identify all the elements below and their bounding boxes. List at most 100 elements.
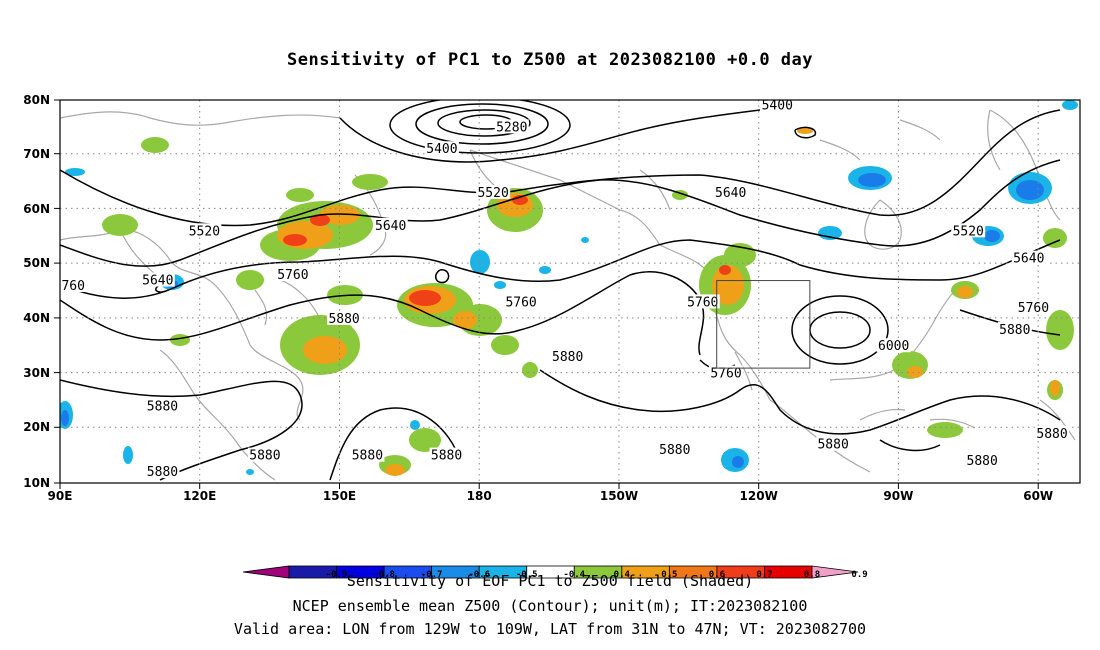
contour-label-bg [876,338,911,353]
contour-label: 5400 [426,142,457,157]
lat-label: 40N [23,311,50,325]
colorbar-label: 0.8 [804,570,820,580]
map-title: Sensitivity of PC1 to Z500 at 2023082100… [286,50,813,70]
lon-label: 150E [323,489,356,503]
lon-label: 60W [1023,489,1053,503]
lon-label: 120E [183,489,216,503]
contour-label: 5640 [142,274,173,289]
contour-label: 5880 [1036,427,1067,442]
caption-valid-area: Valid area: LON from 129W to 109W, LAT f… [233,620,867,638]
contour-label-bg [657,442,692,457]
colorbar-label: 0.4 [614,570,631,580]
contour-label-bg [373,217,408,232]
contour-label: 5880 [552,350,583,365]
contour-label-bg [997,321,1032,336]
contour-label: 5880 [967,454,998,469]
lat-lon-grid [60,100,1080,483]
contour-label-bg [1011,250,1046,265]
contour-label: 5880 [352,449,383,464]
contour-label-bg [350,447,385,462]
contour-label-bg [424,141,459,156]
contour-label-bg [685,294,720,309]
contour-label-bg [187,223,222,238]
contour-label-bg [816,436,851,451]
plot-area [60,100,1080,483]
contour-label: 5400 [762,98,793,113]
contour-label-bg [951,223,986,238]
colorbar-label: 0.5 [661,570,677,580]
contour-label: 5760 [54,279,85,294]
coastlines [60,109,1076,481]
contour-label-bg [504,294,539,309]
contour-label-bg [247,447,282,462]
contour-label-bg [327,310,362,325]
z500-contours [60,100,1061,481]
contour-label-bg [965,453,1000,468]
contour-label-bg [60,278,87,293]
contour-label-bg [760,100,795,112]
colorbar-label: -0.8 [373,570,395,580]
axis-ticks [54,99,1039,489]
contour-labels: 5400 5280 5400 5520 5640 5520 5640 5520 5640 5760… [54,98,1070,480]
lat-label: 60N [23,202,50,216]
contour-label-bg [275,267,310,282]
contour-label-bg [550,349,585,364]
caption-contour: NCEP ensemble mean Z500 (Contour); unit(… [292,597,808,615]
valid-area-box [716,280,811,369]
colorbar-right-arrow [811,565,859,579]
colorbar-label: 0.9 [851,570,867,580]
lat-labels: 80N 70N 60N 50N 40N 30N 20N 10N [23,93,50,490]
lon-label: 120W [740,489,778,503]
colorbar-label: -0.4 [563,570,585,580]
contour-label: 5760 [277,268,308,283]
contour-label: 5760 [1018,301,1049,316]
lat-label: 20N [23,420,50,434]
lon-label: 150W [600,489,638,503]
lon-label: 90E [48,489,73,503]
contour-label: 5880 [431,449,462,464]
contour-label-bg [145,464,180,479]
lon-label: 180 [467,489,492,503]
contour-label-bg [476,185,511,200]
contour-label: 5880 [999,323,1030,338]
lat-label: 80N [23,93,50,107]
contour-label-bg [1035,425,1070,440]
colorbar-label: 0.7 [756,570,772,580]
contour-label: 5880 [817,438,848,453]
contour-label: 5520 [477,186,508,201]
lat-label: 50N [23,256,50,270]
contour-label: 5640 [1013,252,1044,267]
contour-label-bg [713,185,748,200]
contour-label: 5760 [687,295,718,310]
contour-label: 5640 [715,186,746,201]
colorbar-label: -0.5 [516,570,538,580]
contour-label-bg [429,447,464,462]
lat-label: 10N [23,476,50,490]
contour-label: 5880 [147,465,178,480]
contour-label-bg [1016,299,1051,314]
contour-label-bg [709,365,744,380]
contour-label: 5760 [505,295,536,310]
contour-label: 5760 [710,367,741,382]
lon-labels: 90E 120E 150E 180 150W 120W 90W 60W [48,489,1054,503]
contour-label: 5880 [328,312,359,327]
contour-label: 5520 [189,224,220,239]
contour-label: 5880 [659,443,690,458]
contour-label: 5880 [249,449,280,464]
lon-label: 90W [883,489,913,503]
contour-label-bg [145,398,180,413]
contour-label: 6000 [878,339,909,354]
contour-label-bg [494,119,529,134]
colorbar-label: -0.6 [468,570,490,580]
lat-label: 30N [23,366,50,380]
contour-label: 5520 [953,224,984,239]
colorbar: -0.9 -0.8 -0.7 -0.6 -0.5 -0.4 0.4 0.5 0.6 0.7 0.8 0… [242,565,868,580]
plot-frame [59,99,1081,484]
colorbar-label: -0.7 [421,570,443,580]
colorbar-label: -0.9 [326,570,348,580]
contour-label: 5280 [496,120,527,135]
contour-label-bg [140,272,175,287]
colorbar-label: 0.6 [709,570,725,580]
contour-label: 5640 [375,219,406,234]
